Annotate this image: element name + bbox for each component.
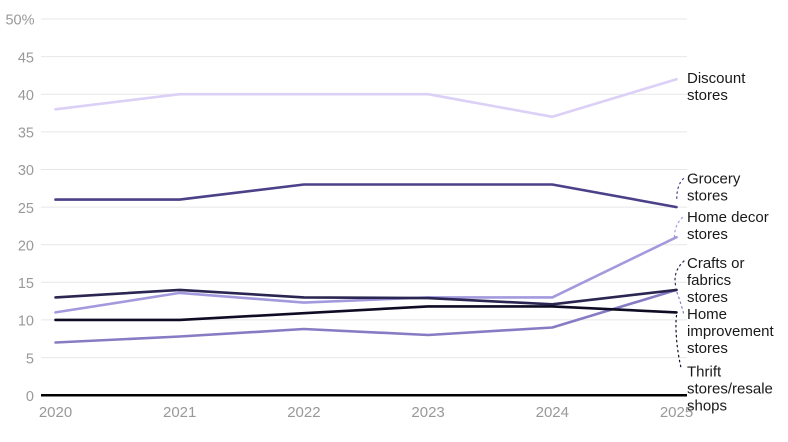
svg-text:Crafts or: Crafts or: [687, 255, 745, 272]
svg-text:15: 15: [18, 276, 34, 292]
svg-text:10: 10: [18, 314, 34, 330]
svg-text:stores: stores: [687, 289, 728, 306]
svg-text:stores/resale: stores/resale: [687, 380, 773, 397]
svg-text:2021: 2021: [163, 404, 196, 421]
svg-text:2020: 2020: [39, 404, 72, 421]
svg-text:5: 5: [26, 351, 34, 367]
svg-text:Thrift: Thrift: [687, 363, 722, 380]
svg-text:0: 0: [26, 389, 34, 405]
svg-text:30: 30: [18, 163, 34, 179]
svg-text:Home: Home: [687, 306, 727, 323]
svg-text:2024: 2024: [536, 404, 569, 421]
svg-text:2025: 2025: [660, 404, 693, 421]
svg-text:25: 25: [18, 201, 34, 217]
svg-text:2022: 2022: [287, 404, 320, 421]
svg-text:shops: shops: [687, 397, 727, 414]
svg-text:20: 20: [18, 238, 34, 254]
svg-text:Home decor: Home decor: [687, 209, 769, 226]
svg-text:stores: stores: [687, 226, 728, 243]
svg-text:stores: stores: [687, 87, 728, 104]
svg-text:Grocery: Grocery: [687, 171, 741, 188]
svg-text:Discount: Discount: [687, 70, 746, 87]
svg-text:stores: stores: [687, 188, 728, 205]
svg-text:40: 40: [18, 88, 34, 104]
svg-text:50%: 50%: [5, 13, 34, 29]
svg-text:45: 45: [18, 50, 34, 66]
svg-text:35: 35: [18, 126, 34, 142]
svg-text:2023: 2023: [411, 404, 444, 421]
svg-text:stores: stores: [687, 340, 728, 357]
svg-text:improvement: improvement: [687, 323, 775, 340]
svg-text:fabrics: fabrics: [687, 272, 731, 289]
